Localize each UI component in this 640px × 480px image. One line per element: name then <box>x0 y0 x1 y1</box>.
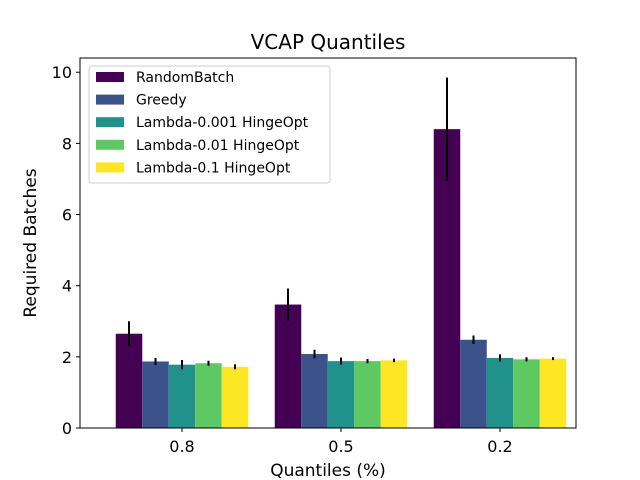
bar-lambda-0-1-hingeopt-0-8 <box>221 366 249 428</box>
legend-label: Greedy <box>136 93 187 109</box>
bar-lambda-0-001-hingeopt-0-5 <box>327 361 355 428</box>
legend-label: Lambda-0.001 HingeOpt <box>136 115 309 131</box>
x-tick-label: 0.2 <box>487 437 512 456</box>
x-axis-ticks: 0.8 0.5 0.2 <box>169 428 513 456</box>
bar-lambda-0-01-hingeopt-0-2 <box>513 359 540 428</box>
bar-lambda-0-01-hingeopt-0-5 <box>354 361 381 428</box>
legend: RandomBatch Greedy Lambda-0.001 HingeOpt La… <box>88 65 331 184</box>
bar-greedy-0-5 <box>301 354 328 428</box>
legend-label: RandomBatch <box>136 70 234 86</box>
bar-lambda-0-1-hingeopt-0-2 <box>539 358 567 429</box>
y-tick-label: 8 <box>62 134 72 153</box>
x-tick-label: 0.8 <box>169 437 194 456</box>
bar-greedy-0-8 <box>142 361 169 428</box>
chart-title: VCAP Quantiles <box>251 30 406 54</box>
y-tick-label: 6 <box>62 206 72 225</box>
y-axis-label: Required Batches <box>21 168 41 317</box>
legend-frame <box>88 65 331 184</box>
error-bars-group <box>128 77 554 370</box>
bar-lambda-0-1-hingeopt-0-5 <box>380 360 408 428</box>
y-axis-ticks: 0 2 4 6 8 10 <box>52 63 80 438</box>
legend-swatch <box>96 117 124 128</box>
y-tick-label: 2 <box>62 348 72 367</box>
bar-lambda-0-001-hingeopt-0-8 <box>168 364 196 428</box>
bar-lambda-0-01-hingeopt-0-8 <box>195 363 222 428</box>
bar-randombatch-0-8 <box>115 333 143 428</box>
legend-swatch <box>96 139 124 150</box>
x-axis-label: Quantiles (%) <box>270 461 386 480</box>
x-tick-label: 0.5 <box>328 437 353 456</box>
y-tick-label: 0 <box>62 419 72 438</box>
bars-group <box>115 129 567 429</box>
legend-swatch <box>96 94 124 105</box>
legend-label: Lambda-0.1 HingeOpt <box>136 160 291 176</box>
bar-randombatch-0-5 <box>274 304 302 428</box>
y-tick-label: 4 <box>62 277 72 296</box>
legend-swatch <box>96 162 124 173</box>
bar-greedy-0-2 <box>460 339 487 428</box>
y-tick-label: 10 <box>52 63 72 82</box>
plot-frame <box>79 57 577 429</box>
legend-label: Lambda-0.01 HingeOpt <box>136 138 300 154</box>
legend-swatch <box>96 72 124 82</box>
bar-lambda-0-001-hingeopt-0-2 <box>486 357 514 428</box>
